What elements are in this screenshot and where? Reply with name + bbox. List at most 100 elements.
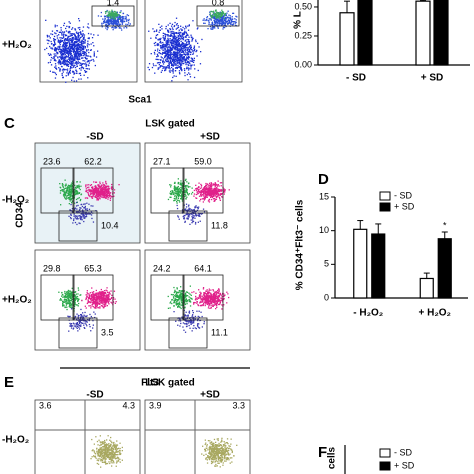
event-dot	[218, 189, 221, 191]
event-dot	[203, 22, 205, 24]
event-dot	[64, 290, 66, 293]
event-dot	[211, 185, 213, 188]
plot-frame	[144, 249, 251, 351]
event-dot	[164, 36, 166, 39]
event-dot	[74, 295, 76, 297]
event-dot	[223, 24, 225, 26]
event-dot	[75, 298, 78, 300]
event-dot	[215, 188, 217, 190]
event-dot	[206, 289, 208, 291]
event-dot	[171, 62, 173, 64]
event-dot	[154, 72, 156, 74]
event-dot	[190, 219, 192, 221]
event-dot	[182, 41, 184, 44]
event-dot	[112, 26, 114, 28]
event-dot	[176, 301, 178, 303]
event-dot	[180, 38, 182, 40]
event-dot	[170, 35, 172, 37]
event-dot	[176, 59, 178, 61]
event-dot	[84, 311, 86, 314]
event-dot	[219, 182, 222, 184]
event-dot	[152, 63, 154, 65]
event-dot	[77, 59, 79, 61]
event-dot	[68, 215, 70, 217]
gate-value: 23.6	[43, 156, 61, 166]
event-dot	[105, 191, 107, 193]
event-dot	[181, 290, 183, 292]
event-dot	[222, 26, 225, 28]
event-dot	[178, 61, 180, 63]
event-dot	[171, 80, 173, 82]
event-dot	[70, 53, 72, 55]
event-dot	[171, 35, 173, 37]
event-dot	[211, 182, 213, 185]
event-dot	[72, 66, 75, 68]
event-dot	[183, 56, 185, 58]
event-dot	[184, 49, 186, 52]
event-dot	[85, 64, 87, 66]
event-dot	[214, 20, 216, 23]
event-dot	[220, 14, 222, 17]
event-dot	[180, 299, 182, 302]
event-dot	[61, 50, 64, 52]
event-dot	[183, 297, 186, 299]
event-dot	[115, 21, 117, 23]
event-dot	[162, 32, 164, 34]
event-dot	[95, 56, 98, 58]
event-dot	[217, 297, 219, 299]
event-dot	[224, 22, 227, 24]
event-dot	[80, 294, 82, 296]
event-dot	[194, 48, 196, 51]
event-dot	[183, 46, 185, 48]
event-dot	[65, 34, 67, 36]
event-dot	[167, 59, 169, 61]
event-dot	[180, 189, 182, 191]
event-dot	[182, 60, 184, 62]
event-dot	[100, 294, 102, 296]
event-dot	[181, 33, 183, 35]
event-dot	[182, 33, 185, 35]
event-dot	[219, 23, 221, 25]
event-dot	[80, 317, 82, 320]
event-dot	[181, 293, 183, 295]
event-dot	[105, 183, 108, 185]
event-dot	[125, 23, 127, 25]
event-dot	[186, 301, 188, 303]
event-dot	[53, 48, 55, 50]
event-dot	[188, 42, 190, 44]
event-dot	[94, 187, 97, 189]
event-dot	[235, 21, 237, 23]
event-dot	[164, 49, 166, 51]
event-dot	[65, 294, 67, 296]
event-dot	[181, 188, 183, 190]
event-dot	[53, 58, 56, 60]
event-dot	[225, 25, 227, 28]
event-dot	[84, 51, 87, 54]
event-dot	[81, 299, 83, 302]
event-dot	[76, 72, 78, 74]
event-dot	[76, 192, 78, 194]
event-dot	[95, 306, 97, 308]
event-dot	[181, 32, 184, 35]
event-dot	[182, 43, 184, 45]
event-dot	[171, 63, 173, 65]
event-dot	[191, 36, 193, 39]
event-dot	[221, 18, 223, 20]
event-dot	[193, 213, 195, 215]
event-dot	[90, 33, 92, 35]
event-dot	[44, 48, 46, 51]
event-dot	[183, 53, 185, 56]
event-dot	[73, 42, 75, 44]
event-dot	[78, 51, 80, 53]
event-dot	[73, 33, 75, 35]
event-dot	[180, 56, 182, 58]
event-dot	[173, 186, 176, 188]
event-dot	[172, 70, 174, 72]
event-dot	[195, 184, 197, 186]
event-dot	[183, 214, 185, 217]
event-dot	[180, 49, 182, 51]
event-dot	[200, 194, 202, 196]
event-dot	[101, 190, 104, 192]
event-dot	[90, 193, 92, 195]
event-dot	[185, 185, 187, 188]
